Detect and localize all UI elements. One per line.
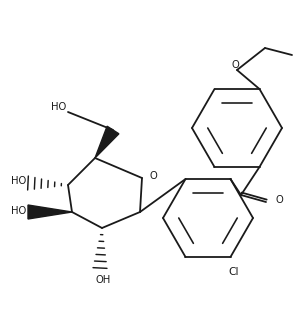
Polygon shape xyxy=(95,126,119,158)
Text: HO: HO xyxy=(11,176,26,186)
Text: O: O xyxy=(276,195,284,205)
Text: HO: HO xyxy=(51,102,66,112)
Text: Cl: Cl xyxy=(228,267,239,277)
Text: O: O xyxy=(231,60,239,70)
Text: OH: OH xyxy=(95,275,111,285)
Text: HO: HO xyxy=(11,206,26,216)
Polygon shape xyxy=(28,205,72,219)
Text: O: O xyxy=(150,171,158,181)
